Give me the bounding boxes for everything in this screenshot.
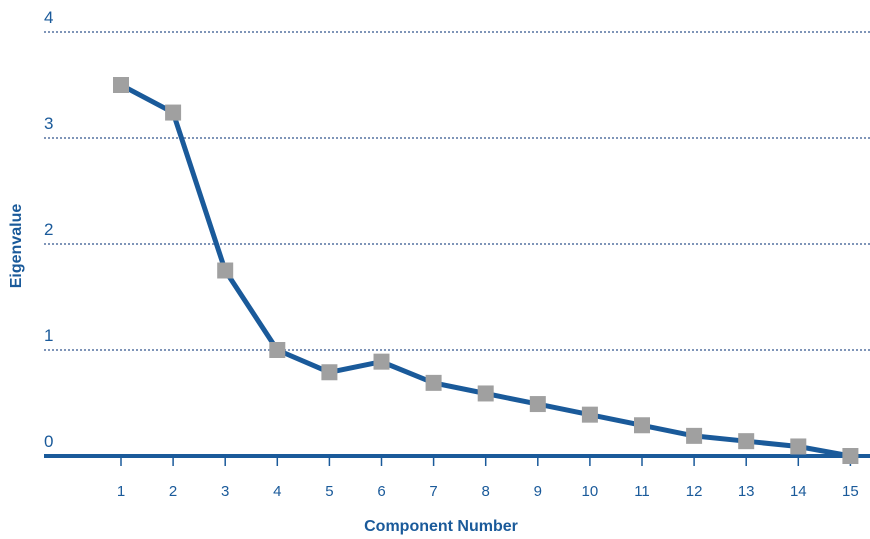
- eigenvalue-markers: [113, 77, 859, 464]
- x-tick-label: 14: [790, 483, 807, 500]
- x-tick-label: 6: [377, 483, 385, 500]
- y-tick-label: 4: [44, 8, 53, 27]
- y-tick-label: 0: [44, 432, 53, 451]
- y-axis-title: Eigenvalue: [8, 204, 25, 289]
- y-tick-label: 2: [44, 220, 53, 239]
- x-tick-label: 10: [582, 483, 599, 500]
- x-tick-label: 3: [221, 483, 229, 500]
- x-tick-label: 4: [273, 483, 281, 500]
- x-tick-label: 7: [429, 483, 437, 500]
- y-tick-labels: 0 1 2 3 4: [44, 8, 53, 451]
- data-point-marker: [217, 262, 234, 279]
- x-tick-label: 1: [117, 483, 125, 500]
- data-point-marker: [686, 427, 703, 444]
- x-tick-label: 2: [169, 483, 177, 500]
- x-tick-label: 8: [482, 483, 490, 500]
- gridlines: [44, 31, 870, 351]
- x-tick-label: 13: [738, 483, 755, 500]
- data-point-marker: [425, 374, 442, 391]
- x-ticks: 1 2 3 4 5 6 7 8 9 10 11 12 13 14 15: [117, 456, 859, 500]
- data-point-marker: [165, 104, 182, 121]
- x-axis-title: Component Number: [364, 518, 518, 535]
- data-point-marker: [581, 406, 598, 423]
- data-point-marker: [529, 396, 546, 413]
- y-tick-label: 3: [44, 114, 53, 133]
- data-point-marker: [477, 385, 494, 402]
- data-point-marker: [842, 448, 859, 464]
- data-point-marker: [790, 438, 807, 455]
- x-tick-label: 9: [534, 483, 542, 500]
- data-point-marker: [321, 364, 338, 381]
- x-tick-label: 11: [634, 483, 650, 500]
- x-tick-label: 12: [686, 483, 703, 500]
- data-point-marker: [634, 417, 650, 434]
- x-tick-label: 5: [325, 483, 333, 500]
- y-tick-label: 1: [44, 326, 53, 345]
- data-point-marker: [113, 77, 129, 93]
- data-point-marker: [738, 433, 755, 450]
- data-point-marker: [269, 342, 286, 358]
- x-tick-label: 15: [842, 483, 859, 500]
- data-point-marker: [373, 353, 390, 370]
